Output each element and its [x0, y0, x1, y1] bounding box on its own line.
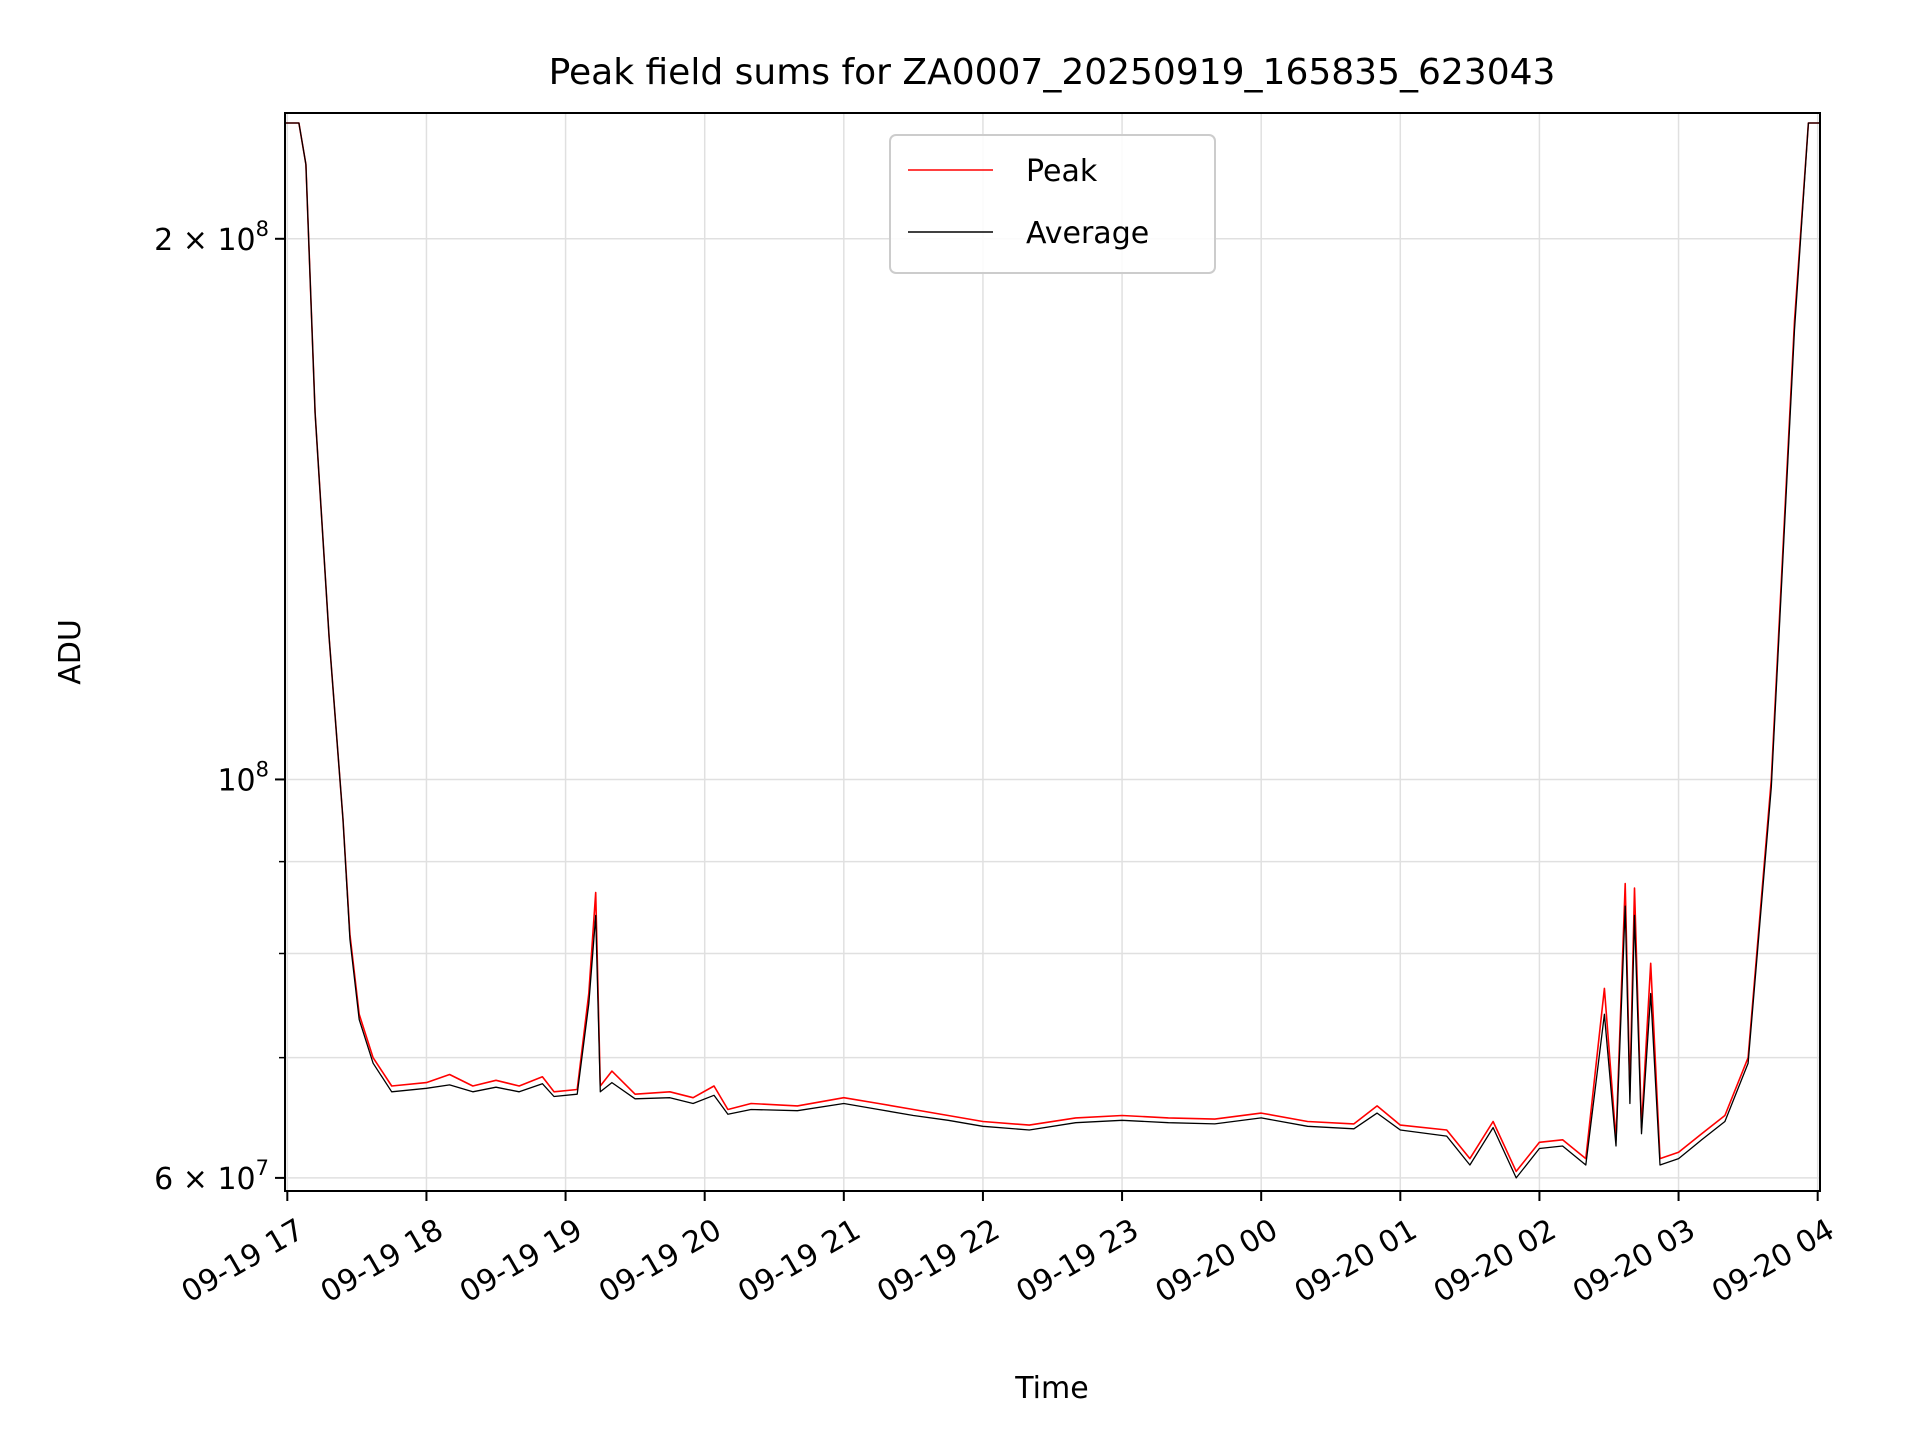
y-tick-label: 108 [217, 757, 269, 798]
y-tick-label: 6 × 107 [154, 1156, 269, 1197]
legend: Peak Average [889, 134, 1216, 274]
x-axis-label: Time [1014, 1371, 1088, 1406]
plot-frame [284, 112, 1821, 1192]
series-layer [285, 122, 1820, 1179]
grid [285, 113, 1820, 1191]
legend-label-average: Average [1026, 216, 1149, 251]
y-axis-label: ADU [53, 619, 88, 685]
legend-label-peak: Peak [1026, 154, 1098, 189]
chart-title: Peak field sums for ZA0007_20250919_1658… [549, 52, 1556, 93]
series-line-average [285, 122, 1820, 1179]
series-line-peak [285, 122, 1820, 1173]
y-tick-label: 2 × 108 [154, 217, 269, 258]
